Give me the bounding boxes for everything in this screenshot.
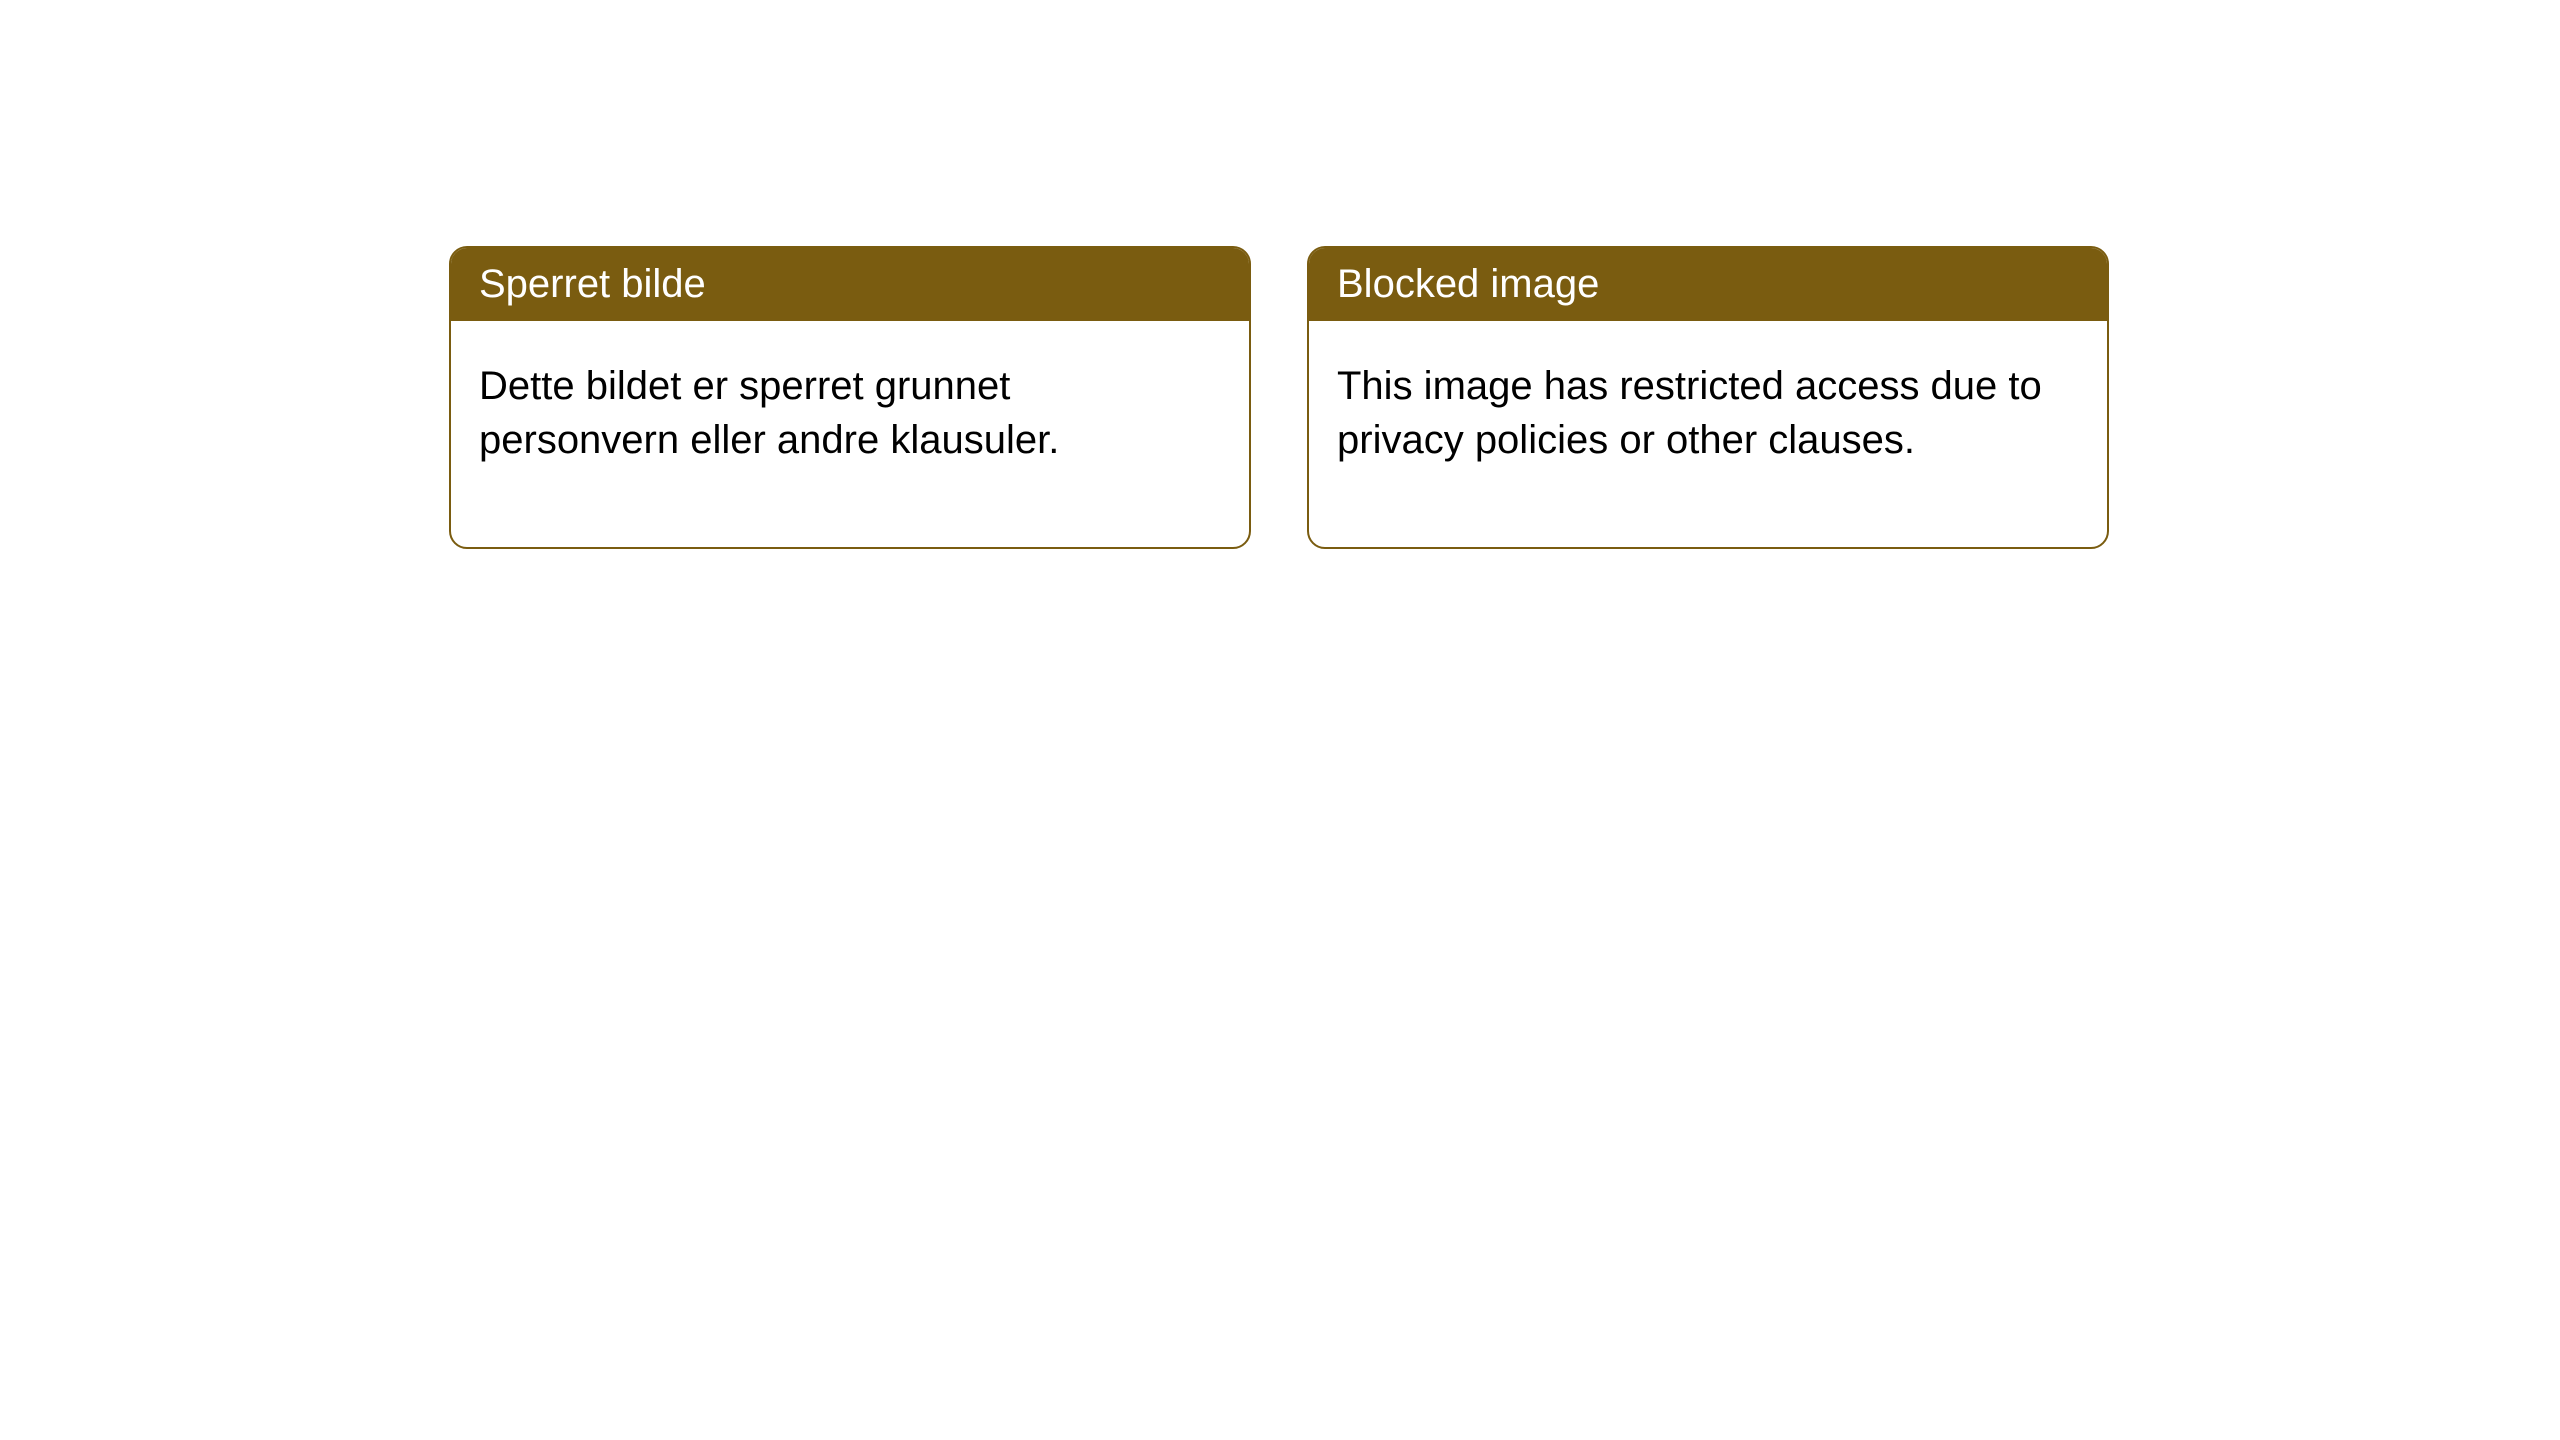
blocked-image-card-norwegian: Sperret bilde Dette bildet er sperret gr…	[449, 246, 1251, 549]
card-body: Dette bildet er sperret grunnet personve…	[451, 321, 1249, 547]
card-body-text: Dette bildet er sperret grunnet personve…	[479, 364, 1059, 462]
card-body-text: This image has restricted access due to …	[1337, 364, 2042, 462]
card-header: Sperret bilde	[451, 248, 1249, 321]
card-header: Blocked image	[1309, 248, 2107, 321]
blocked-image-card-english: Blocked image This image has restricted …	[1307, 246, 2109, 549]
card-title: Sperret bilde	[479, 262, 706, 306]
notice-container: Sperret bilde Dette bildet er sperret gr…	[449, 246, 2109, 549]
card-body: This image has restricted access due to …	[1309, 321, 2107, 547]
card-title: Blocked image	[1337, 262, 1599, 306]
